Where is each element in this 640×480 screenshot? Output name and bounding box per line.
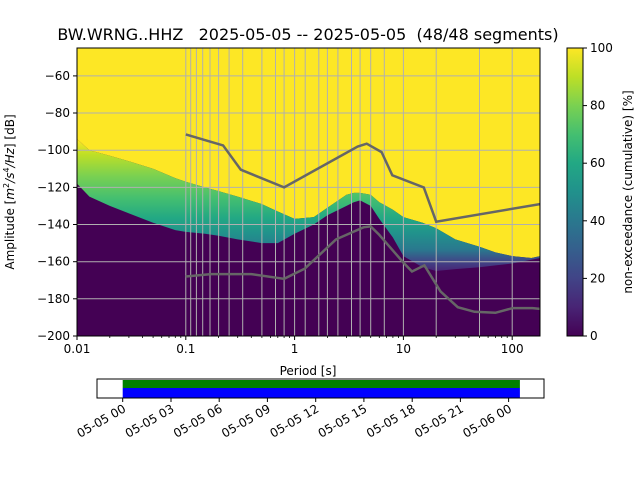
colorbar-frame xyxy=(566,47,584,337)
y-label-m: m xyxy=(3,188,17,200)
colorbar: 0 20 40 60 80 100 non-exceedance (cumulative)… xyxy=(566,41,635,343)
horizontal-gridlines xyxy=(77,75,540,336)
colorbar-tick-label: 60 xyxy=(590,156,605,170)
x-minor-ticks xyxy=(109,336,508,338)
x-axis: 0.01 0.1 1 10 100 Period [s] xyxy=(64,336,524,378)
y-axis: −60 −80 −100 −120 −140 −160 −180 −200 Amplitude… xyxy=(2,69,77,343)
colorbar-tick-label: 20 xyxy=(590,271,605,285)
colorbar-ticks xyxy=(583,47,587,337)
y-tick-label: −140 xyxy=(37,218,70,232)
y-label-suffix: ] [dB] xyxy=(3,114,17,148)
colorbar-gradient xyxy=(567,48,583,336)
x-tick-label: 100 xyxy=(501,342,524,356)
y-label-sup1: 2 xyxy=(2,183,11,188)
x-tick-label: 0.01 xyxy=(64,342,91,356)
noise-model-high-line xyxy=(185,133,540,224)
vertical-gridlines xyxy=(185,48,513,336)
x-tick-label: 1 xyxy=(291,342,299,356)
chart-title: BW.WRNG..HHZ 2025-05-05 -- 2025-05-05 (4… xyxy=(57,25,558,44)
y-tick-label: −120 xyxy=(37,180,70,194)
x-tick-label: 10 xyxy=(396,342,411,356)
colorbar-tick-label: 100 xyxy=(590,41,613,55)
heatmap-transition-band xyxy=(77,139,540,271)
coverage-bar-green xyxy=(122,380,520,388)
x-major-ticks xyxy=(76,336,513,340)
timeline-tick-label: 05-05 15 xyxy=(316,401,370,440)
colorbar-tick-label: 0 xyxy=(590,329,598,343)
y-tick-label: −200 xyxy=(37,329,70,343)
plot-area xyxy=(76,47,541,337)
y-tick-label: −100 xyxy=(37,143,70,157)
timeline-ticks xyxy=(122,398,510,402)
timeline-tick-label: 05-05 09 xyxy=(219,401,273,440)
y-tick-labels: −60 −80 −100 −120 −140 −160 −180 −200 xyxy=(37,69,70,343)
timeline-tick-label: 05-06 00 xyxy=(460,401,514,440)
timeline-tick-label: 05-05 21 xyxy=(412,401,466,440)
y-tick-label: −180 xyxy=(37,292,70,306)
x-tick-labels: 0.01 0.1 1 10 100 xyxy=(64,342,524,356)
noise-model-low-line xyxy=(185,225,540,315)
timeline-tick-label: 05-05 06 xyxy=(171,401,225,440)
y-tick-label: −80 xyxy=(45,106,70,120)
timeline-frame xyxy=(96,378,545,399)
colorbar-tick-labels: 0 20 40 60 80 100 xyxy=(590,41,613,343)
y-ticks xyxy=(73,75,77,337)
y-tick-label: −60 xyxy=(45,69,70,83)
y-axis-label: Amplitude [m2/s4/Hz] [dB] xyxy=(2,114,17,269)
y-label-sup2: 4 xyxy=(2,167,11,172)
timeline-tick-label: 05-05 03 xyxy=(123,401,177,440)
y-label-hz: /Hz xyxy=(3,147,17,168)
y-label-s: /s xyxy=(3,173,17,184)
y-label-prefix: Amplitude [ xyxy=(3,200,17,270)
colorbar-tick-label: 80 xyxy=(590,99,605,113)
timeline-tick-label: 05-05 12 xyxy=(267,401,321,440)
timeline-tick-label: 05-05 00 xyxy=(74,401,128,440)
colorbar-tick-label: 40 xyxy=(590,214,605,228)
coverage-bar-blue xyxy=(122,388,520,398)
x-axis-label: Period [s] xyxy=(280,364,337,378)
timeline-tick-label: 05-05 18 xyxy=(364,401,418,440)
colorbar-label: non-exceedance (cumulative) [%] xyxy=(621,90,635,293)
plot-frame xyxy=(76,47,541,337)
x-tick-label: 0.1 xyxy=(176,342,195,356)
y-tick-label: −160 xyxy=(37,255,70,269)
